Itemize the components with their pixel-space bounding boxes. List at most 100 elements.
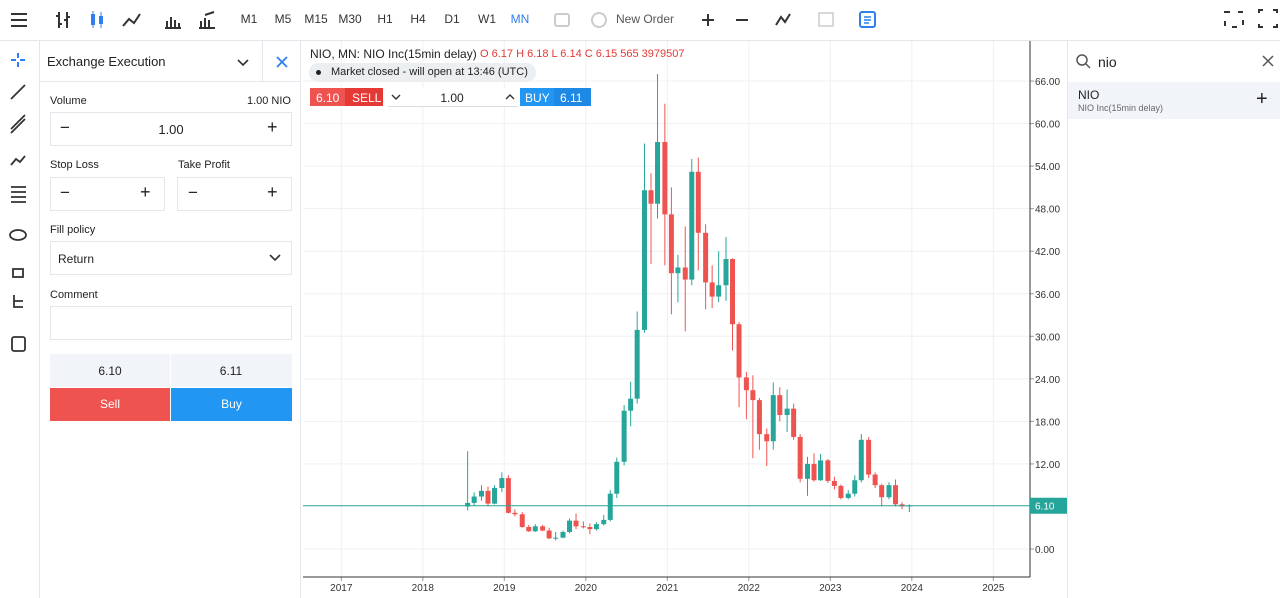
comment-input[interactable] <box>50 306 292 340</box>
candle-body <box>634 329 640 399</box>
indicator-icon[interactable] <box>199 11 215 29</box>
candle-body <box>777 395 783 415</box>
candle-body <box>736 324 742 378</box>
candle-body <box>540 526 546 531</box>
bars-icon[interactable] <box>56 12 70 28</box>
x-tick-label: 2022 <box>738 583 761 594</box>
line-tool[interactable] <box>10 84 26 100</box>
candle-body <box>614 461 620 494</box>
plot-area <box>303 41 1030 577</box>
volume-input[interactable] <box>50 112 292 146</box>
candle-body <box>750 390 756 401</box>
tree-tool[interactable] <box>13 295 23 308</box>
crosshair-tool[interactable] <box>11 53 25 67</box>
sell-button[interactable]: Sell <box>50 388 170 421</box>
x-tick-label: 2018 <box>412 583 435 594</box>
volume-icon[interactable] <box>165 17 181 29</box>
candles-icon[interactable] <box>91 11 103 28</box>
candle-body <box>662 142 668 215</box>
candle-body <box>546 530 552 539</box>
candle-body <box>858 439 864 481</box>
fullscreen-icon[interactable] <box>1258 9 1278 28</box>
candle-body <box>804 463 810 479</box>
search-input[interactable]: nio <box>1098 54 1117 70</box>
quick-buy-label: BUY <box>525 91 550 105</box>
x-tick-label: 2023 <box>819 583 842 594</box>
candle-body <box>621 410 627 462</box>
watchlist-row[interactable] <box>1068 82 1280 119</box>
candle-body <box>471 496 477 503</box>
zoom-icons[interactable] <box>702 14 748 26</box>
volume-value: 1.00 <box>158 122 184 137</box>
timeframe[interactable]: H4 <box>410 12 426 26</box>
calendar-icon[interactable] <box>818 12 834 27</box>
candle-body <box>784 408 790 415</box>
toolbar-icons-2 <box>554 11 876 28</box>
one-click-icon[interactable] <box>554 13 570 27</box>
candle-body <box>825 460 831 481</box>
execution-type[interactable]: Exchange Execution <box>47 54 166 69</box>
search-icon <box>1076 54 1088 66</box>
indicators-icon[interactable] <box>775 13 791 26</box>
stop-loss-input[interactable] <box>50 177 165 211</box>
timeframe[interactable]: M1 <box>240 12 258 26</box>
fill-policy-select[interactable] <box>50 241 292 275</box>
new-order[interactable]: New Order <box>616 12 675 26</box>
candle-body <box>573 520 579 527</box>
quick-sell-label: SELL <box>352 91 382 105</box>
line-chart-icon[interactable] <box>122 13 141 27</box>
candle-body <box>485 490 491 504</box>
timeframe[interactable]: W1 <box>478 12 496 26</box>
candle-body <box>505 478 511 513</box>
dropdown-chevron[interactable] <box>237 59 249 67</box>
market-status: Market closed - will open at 13:46 (UTC) <box>309 63 536 82</box>
timeframe[interactable]: M30 <box>338 12 362 26</box>
y-tick-label: 54.00 <box>1035 162 1060 173</box>
label: 1.00 NIO <box>246 95 291 107</box>
buy-button[interactable]: Buy <box>171 388 292 421</box>
visibility-tool[interactable] <box>9 229 27 241</box>
toolbar-icons <box>11 11 215 29</box>
take-profit-input[interactable] <box>177 177 292 211</box>
lock-tool[interactable] <box>12 268 24 278</box>
candle-body <box>675 267 681 274</box>
candle-body <box>893 485 899 505</box>
channel-tool[interactable] <box>10 114 26 134</box>
increment[interactable]: + <box>267 117 278 137</box>
add-symbol[interactable]: + <box>1256 88 1268 110</box>
candle-body <box>872 474 878 486</box>
candle-body <box>601 519 607 525</box>
path-tool[interactable] <box>10 155 26 166</box>
candle-body <box>689 171 695 280</box>
candle-body <box>756 400 762 435</box>
y-tick-label: 18.00 <box>1035 417 1060 428</box>
candle-body <box>764 434 770 442</box>
fib-tool[interactable] <box>11 186 26 203</box>
quick-volume[interactable] <box>388 88 518 107</box>
candle-body <box>886 485 892 498</box>
y-tick-label: 12.00 <box>1035 460 1060 471</box>
label: Volume <box>50 95 87 107</box>
timeframe[interactable]: H1 <box>377 12 393 26</box>
candle-body <box>499 478 505 489</box>
search-clear[interactable] <box>1085 55 1274 69</box>
timeframe[interactable]: M5 <box>274 12 292 26</box>
close-panel[interactable] <box>276 56 288 68</box>
candle-body <box>655 142 661 204</box>
layers-tool[interactable] <box>11 336 26 352</box>
screenshot-icon[interactable] <box>1224 11 1244 28</box>
drawing-tools <box>9 53 27 352</box>
candle-body <box>730 259 736 325</box>
menu-icon[interactable] <box>11 13 27 27</box>
x-tick-label: 2020 <box>575 583 598 594</box>
candle-body <box>838 485 844 498</box>
candle-body <box>716 285 722 297</box>
decrement[interactable]: − <box>60 118 70 137</box>
notes-icon[interactable] <box>859 11 876 28</box>
timeframe[interactable]: MN <box>510 12 530 26</box>
timeframe[interactable]: M15 <box>304 12 328 26</box>
candle-body <box>668 214 674 274</box>
candle-body <box>580 526 586 528</box>
timeframe[interactable]: D1 <box>444 12 460 26</box>
candle-body <box>512 512 518 515</box>
